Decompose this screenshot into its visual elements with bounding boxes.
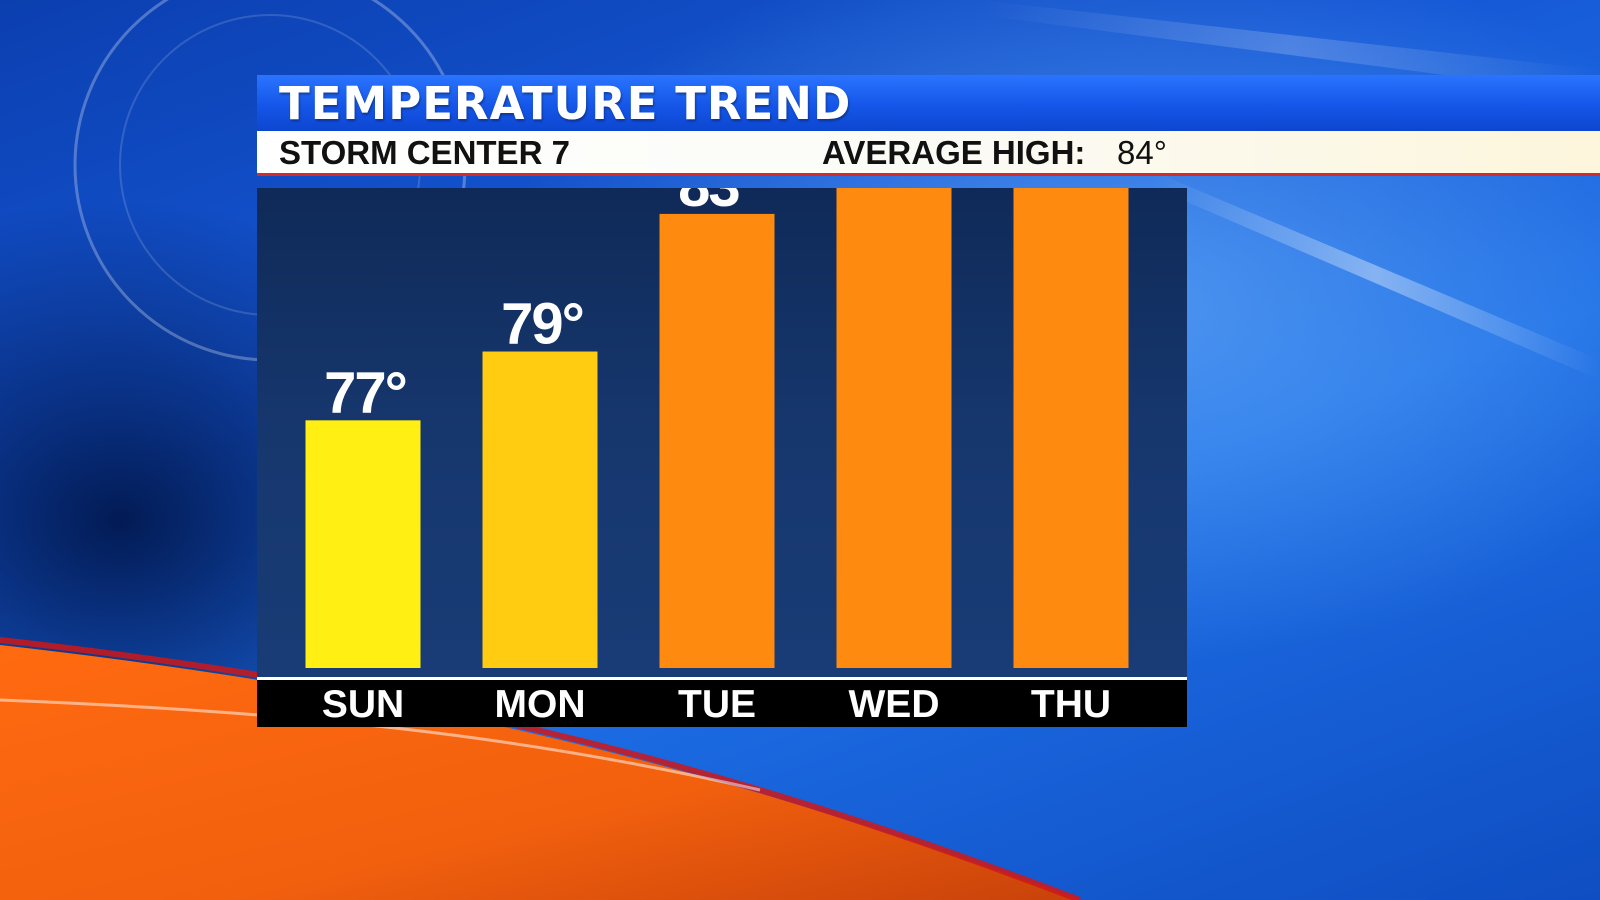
- value-label-tue: 83°: [678, 188, 760, 219]
- x-tick-label-tue: TUE: [678, 683, 756, 726]
- axis-line: [257, 677, 1187, 680]
- value-label-mon: 79°: [501, 292, 583, 357]
- title-bar: TEMPERATURE TREND: [257, 75, 1600, 131]
- light-streak: [1150, 170, 1600, 380]
- page-title: TEMPERATURE TREND: [279, 77, 852, 130]
- bar-wed: [836, 188, 952, 668]
- red-swoosh-edge: [0, 637, 1082, 900]
- x-axis-band: [257, 680, 1187, 727]
- x-tick-label-mon: MON: [495, 683, 586, 726]
- bar-thu: [1013, 188, 1129, 669]
- bar-mon: [482, 351, 598, 668]
- x-tick-label-thu: THU: [1031, 683, 1111, 726]
- x-tick-label-wed: WED: [849, 683, 940, 726]
- bar-tue: [659, 213, 775, 669]
- average-high-label: AVERAGE HIGH:: [822, 134, 1086, 171]
- station-name: STORM CENTER 7: [279, 134, 570, 171]
- x-axis-labels-layer: SUN MON TUE WED THU: [322, 683, 1111, 726]
- value-labels-layer: 77°79°83°85°86°: [324, 188, 762, 425]
- x-tick-label-sun: SUN: [322, 683, 404, 726]
- value-label-sun: 77°: [324, 360, 406, 425]
- bar-sun: [305, 420, 421, 668]
- light-streak-upper: [980, 0, 1600, 95]
- white-swoosh-highlight: [0, 698, 761, 792]
- subtitle-bar: STORM CENTER 7 AVERAGE HIGH: 84°: [257, 131, 1600, 176]
- average-high-value: 84°: [1117, 134, 1167, 171]
- bars-layer: [305, 188, 1129, 669]
